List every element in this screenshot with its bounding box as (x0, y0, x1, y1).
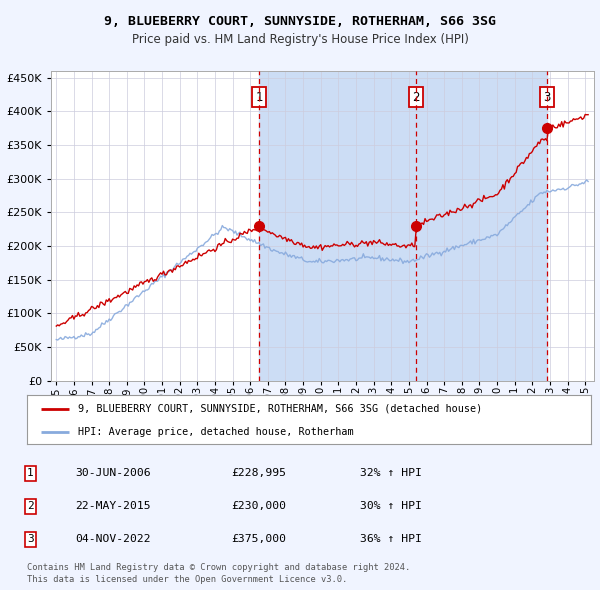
Text: 3: 3 (27, 535, 34, 544)
Text: This data is licensed under the Open Government Licence v3.0.: This data is licensed under the Open Gov… (27, 575, 347, 584)
Text: HPI: Average price, detached house, Rotherham: HPI: Average price, detached house, Roth… (78, 427, 353, 437)
Text: 1: 1 (255, 91, 263, 104)
Text: 22-MAY-2015: 22-MAY-2015 (75, 502, 151, 511)
Text: 32% ↑ HPI: 32% ↑ HPI (360, 468, 422, 478)
Text: Price paid vs. HM Land Registry's House Price Index (HPI): Price paid vs. HM Land Registry's House … (131, 33, 469, 46)
Text: 9, BLUEBERRY COURT, SUNNYSIDE, ROTHERHAM, S66 3SG (detached house): 9, BLUEBERRY COURT, SUNNYSIDE, ROTHERHAM… (78, 404, 482, 414)
Text: 1: 1 (27, 468, 34, 478)
Bar (259, 71, 547, 381)
Text: 2: 2 (27, 502, 34, 511)
Text: 2: 2 (412, 91, 419, 104)
Text: 9, BLUEBERRY COURT, SUNNYSIDE, ROTHERHAM, S66 3SG: 9, BLUEBERRY COURT, SUNNYSIDE, ROTHERHAM… (104, 15, 496, 28)
Text: Contains HM Land Registry data © Crown copyright and database right 2024.: Contains HM Land Registry data © Crown c… (27, 563, 410, 572)
Text: 30% ↑ HPI: 30% ↑ HPI (360, 502, 422, 511)
Text: 30-JUN-2006: 30-JUN-2006 (75, 468, 151, 478)
Text: £230,000: £230,000 (231, 502, 286, 511)
Text: 04-NOV-2022: 04-NOV-2022 (75, 535, 151, 544)
Text: 3: 3 (544, 91, 551, 104)
Text: 36% ↑ HPI: 36% ↑ HPI (360, 535, 422, 544)
Text: £375,000: £375,000 (231, 535, 286, 544)
Text: £228,995: £228,995 (231, 468, 286, 478)
